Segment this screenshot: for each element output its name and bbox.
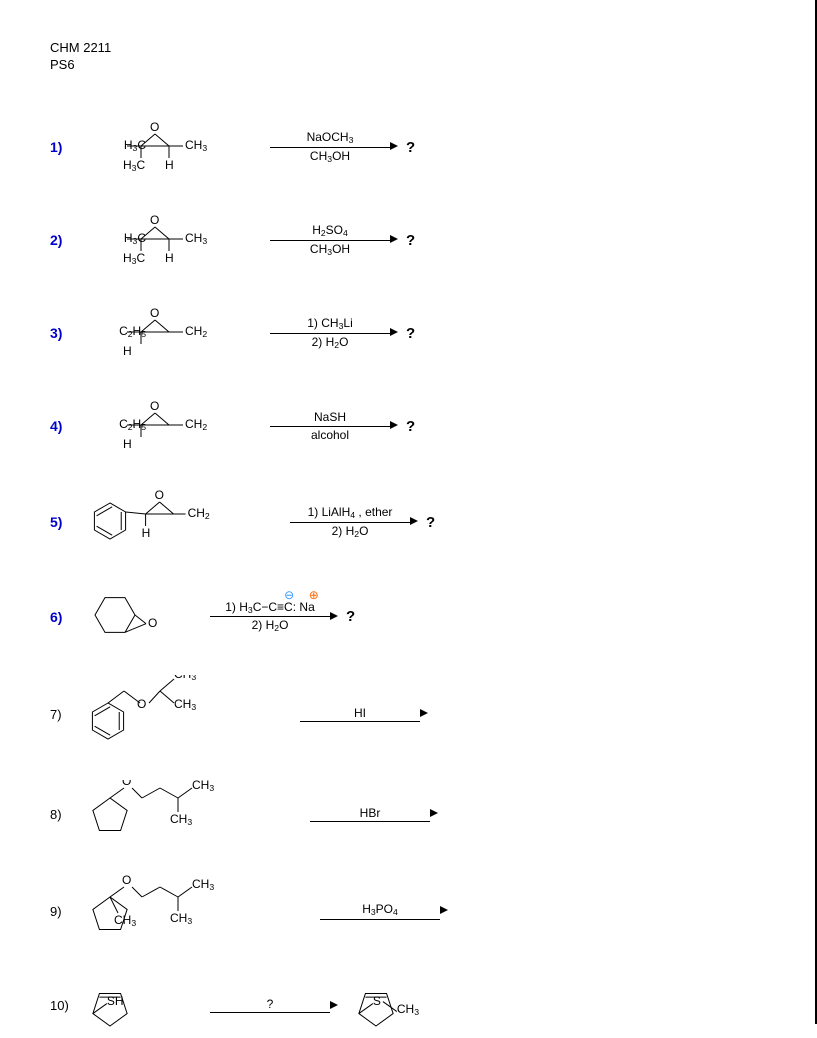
reactant-structure: OCH3CH3 (80, 780, 290, 849)
reaction-arrow: HI (300, 706, 420, 723)
product-unknown: ? (346, 608, 355, 625)
pset-code: PS6 (50, 57, 765, 74)
problem-number: 8) (50, 807, 80, 822)
arrowhead-icon (390, 235, 398, 243)
reagent-bottom: 2) H2O (290, 523, 410, 540)
reactant-structure: OC2H5CH2H (80, 300, 250, 367)
arrowhead-icon (390, 421, 398, 429)
reaction-arrow: NaSHalcohol (270, 410, 390, 442)
reaction-arrow: H3PO4 (320, 902, 440, 921)
reactant-structure: SH (80, 976, 190, 1035)
arrowhead-icon (440, 906, 448, 914)
product-structure: SCH3 (346, 976, 486, 1035)
problem-number: 1) (50, 139, 80, 155)
reaction-arrow: H2SO4CH3OH (270, 223, 390, 257)
reaction-arrow: 1) CH3Li2) H2O (270, 316, 390, 350)
reagent-top: 1) H3C−C≡C:⊖ Na⊕ (210, 600, 330, 618)
reactant-structure: OH3CCH3H3CH (80, 114, 250, 181)
product-unknown: ? (406, 232, 415, 249)
reactant-structure: OH3CCH3H3CH (80, 207, 250, 274)
reagent-top: NaSH (270, 410, 390, 426)
reagent-bottom: CH3OH (270, 148, 390, 165)
reagent-top: H3PO4 (320, 902, 440, 920)
reagent-bottom: CH3OH (270, 241, 390, 258)
course-code: CHM 2211 (50, 40, 765, 57)
problem-number: 5) (50, 514, 80, 530)
page-header: CHM 2211 PS6 (50, 40, 765, 74)
page: CHM 2211 PS6 1)OH3CCH3H3CHNaOCH3CH3OH?2)… (0, 0, 817, 1024)
product-unknown: ? (426, 514, 435, 531)
reagent-bottom: 2) H2O (210, 617, 330, 634)
reagent-top: 1) LiAlH4 , ether (290, 505, 410, 523)
arrowhead-icon (390, 328, 398, 336)
arrowhead-icon (430, 809, 438, 817)
reaction-arrow: ? (210, 997, 330, 1014)
reagent-top: HBr (310, 806, 430, 822)
problem-row: 4)OC2H5CH2H NaSHalcohol? (50, 393, 765, 460)
product-unknown: ? (406, 139, 415, 156)
problem-number: 10) (50, 998, 80, 1013)
problem-row: 8)OCH3CH3 HBr (50, 780, 765, 849)
reaction-arrow: 1) H3C−C≡C:⊖ Na⊕2) H2O (210, 600, 330, 634)
problem-number: 6) (50, 609, 80, 625)
problem-row: 2)OH3CCH3H3CH H2SO4CH3OH? (50, 207, 765, 274)
problem-row: 1)OH3CCH3H3CH NaOCH3CH3OH? (50, 114, 765, 181)
reagent-bottom: 2) H2O (270, 334, 390, 351)
reactant-structure: OCH3CH3 (80, 675, 280, 754)
reagent-bottom (300, 722, 420, 723)
arrowhead-icon (330, 612, 338, 620)
problem-number: 9) (50, 904, 80, 919)
problem-row: 9)CH3OCH3CH3 H3PO4 (50, 875, 765, 948)
reactant-structure: OCH2H (80, 486, 270, 559)
problem-number: 2) (50, 232, 80, 248)
reaction-arrow: NaOCH3CH3OH (270, 130, 390, 164)
product-unknown: ? (406, 325, 415, 342)
problem-row: 5)OCH2H 1) LiAlH4 , ether2) H2O? (50, 486, 765, 559)
problem-number: 7) (50, 707, 80, 722)
reagent-top: ? (210, 997, 330, 1013)
problem-row: 7)OCH3CH3 HI (50, 675, 765, 754)
reactant-structure: CH3OCH3CH3 (80, 875, 300, 948)
reactant-structure: O (80, 585, 190, 648)
reagent-top: HI (300, 706, 420, 722)
arrowhead-icon (420, 709, 428, 717)
reaction-arrow: 1) LiAlH4 , ether2) H2O (290, 505, 410, 539)
problems-list: 1)OH3CCH3H3CHNaOCH3CH3OH?2)OH3CCH3H3CHH2… (50, 114, 765, 1038)
reagent-top: 1) CH3Li (270, 316, 390, 334)
reagent-bottom (310, 822, 430, 823)
reagent-bottom: alcohol (270, 427, 390, 442)
arrowhead-icon (330, 1001, 338, 1009)
problem-number: 4) (50, 418, 80, 434)
reagent-top: NaOCH3 (270, 130, 390, 148)
problem-row: 6)O 1) H3C−C≡C:⊖ Na⊕2) H2O? (50, 585, 765, 649)
problem-row: 10)SH? SCH3 (50, 974, 765, 1038)
arrowhead-icon (410, 517, 418, 525)
reagent-bottom (320, 920, 440, 921)
reagent-top: H2SO4 (270, 223, 390, 241)
reagent-bottom (210, 1013, 330, 1014)
reaction-arrow: HBr (310, 806, 430, 823)
reactant-structure: OC2H5CH2H (80, 393, 250, 460)
problem-row: 3)OC2H5CH2H 1) CH3Li2) H2O? (50, 300, 765, 367)
problem-number: 3) (50, 325, 80, 341)
arrowhead-icon (390, 142, 398, 150)
product-unknown: ? (406, 418, 415, 435)
